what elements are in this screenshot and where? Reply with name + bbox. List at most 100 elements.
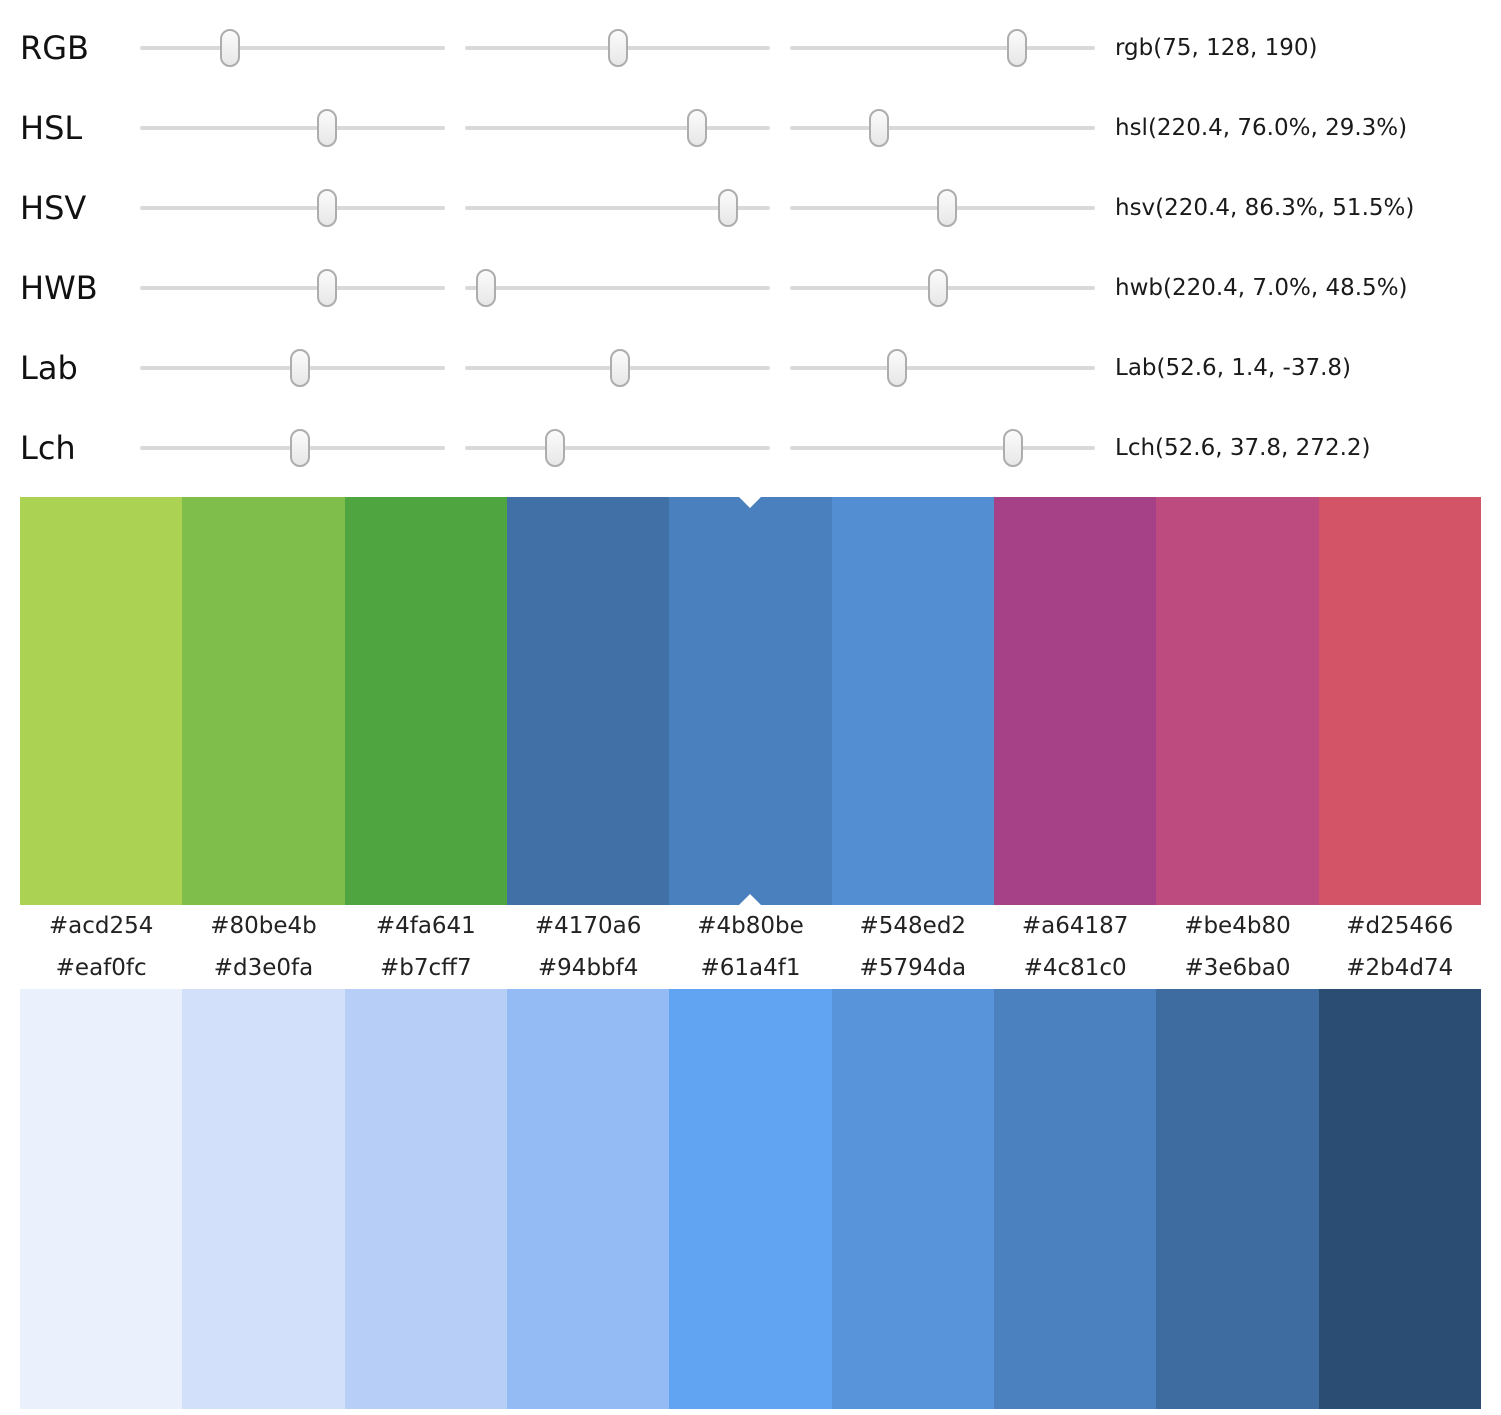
hue-palette-labels: #acd254 #80be4b #4fa641 #4170a6 #4b80be #548e…	[20, 905, 1481, 947]
slider-thumb[interactable]	[937, 189, 958, 227]
colorspace-label-hwb: HWB	[20, 269, 98, 307]
slider[interactable]	[790, 346, 1095, 390]
slider-row-hsv: HSV hsv(220.4, 86.3%, 51.5%)	[20, 168, 1481, 248]
swatch-hex-label: #a64187	[1021, 913, 1129, 939]
slider[interactable]	[465, 186, 770, 230]
swatch-hex-label: #4c81c0	[1023, 955, 1127, 981]
slider[interactable]	[140, 346, 445, 390]
slider-track[interactable]	[465, 286, 770, 290]
palette-swatch[interactable]	[1156, 989, 1319, 1409]
slider[interactable]	[140, 106, 445, 150]
slider-thumb[interactable]	[544, 429, 565, 467]
selected-swatch-marker-bottom	[739, 894, 762, 905]
slider-track[interactable]	[140, 286, 445, 290]
swatch-hex-label: #548ed2	[859, 913, 967, 939]
lightness-palette	[20, 989, 1481, 1409]
slider-track[interactable]	[465, 206, 770, 210]
color-value-lch: Lch(52.6, 37.8, 272.2)	[1115, 435, 1371, 461]
slider-thumb[interactable]	[1007, 29, 1028, 67]
slider-group-hsl	[140, 106, 1095, 150]
slider-thumb[interactable]	[1002, 429, 1023, 467]
slider-thumb[interactable]	[219, 29, 240, 67]
slider[interactable]	[790, 186, 1095, 230]
swatch-hex-label: #3e6ba0	[1184, 955, 1291, 981]
slider-thumb[interactable]	[316, 109, 337, 147]
swatch-hex-label: #acd254	[48, 913, 154, 939]
color-slider-panel: RGB rgb(75, 128, 190) HSL hsl(220.4, 76.…	[0, 0, 1501, 488]
hue-palette	[20, 497, 1481, 905]
colorspace-label-hsl: HSL	[20, 109, 83, 147]
swatch-hex-label: #d25466	[1346, 913, 1454, 939]
palette-swatch[interactable]	[344, 989, 507, 1409]
palette-swatch[interactable]	[344, 497, 507, 905]
slider-track[interactable]	[140, 126, 445, 130]
palette-swatch[interactable]	[993, 497, 1157, 905]
swatch-hex-label: #80be4b	[210, 913, 317, 939]
slider-track[interactable]	[140, 206, 445, 210]
swatch-hex-label: #d3e0fa	[213, 955, 314, 981]
swatch-hex-label: #4fa641	[375, 913, 476, 939]
slider-row-rgb: RGB rgb(75, 128, 190)	[20, 8, 1481, 88]
slider[interactable]	[790, 426, 1095, 470]
palette-swatch[interactable]	[182, 497, 345, 905]
slider-track[interactable]	[790, 366, 1095, 370]
slider-group-hsv	[140, 186, 1095, 230]
swatch-hex-label: #4170a6	[534, 913, 642, 939]
slider-thumb[interactable]	[718, 189, 739, 227]
slider[interactable]	[140, 266, 445, 310]
slider-thumb[interactable]	[609, 349, 630, 387]
slider[interactable]	[790, 26, 1095, 70]
palette-swatch[interactable]	[506, 497, 670, 905]
palette-swatch[interactable]	[993, 989, 1157, 1409]
lightness-palette-labels: #eaf0fc #d3e0fa #b7cff7 #94bbf4 #61a4f1 #5794…	[20, 947, 1481, 989]
palette-swatch[interactable]	[20, 989, 183, 1409]
slider-thumb[interactable]	[316, 269, 337, 307]
slider-track[interactable]	[465, 126, 770, 130]
slider-track[interactable]	[790, 46, 1095, 50]
color-value-hsv: hsv(220.4, 86.3%, 51.5%)	[1115, 195, 1415, 221]
slider-row-lab: Lab Lab(52.6, 1.4, -37.8)	[20, 328, 1481, 408]
palette-swatch[interactable]	[669, 497, 832, 905]
palette-swatch[interactable]	[831, 497, 994, 905]
palette-swatch[interactable]	[506, 989, 670, 1409]
palette-swatch[interactable]	[1156, 497, 1319, 905]
slider[interactable]	[790, 106, 1095, 150]
color-value-lab: Lab(52.6, 1.4, -37.8)	[1115, 355, 1351, 381]
slider[interactable]	[465, 426, 770, 470]
palette-swatch[interactable]	[1318, 497, 1481, 905]
slider-thumb[interactable]	[686, 109, 707, 147]
slider-track[interactable]	[790, 446, 1095, 450]
slider[interactable]	[465, 26, 770, 70]
slider-thumb[interactable]	[608, 29, 629, 67]
palette-swatch[interactable]	[669, 989, 832, 1409]
slider[interactable]	[140, 426, 445, 470]
slider-thumb[interactable]	[869, 109, 890, 147]
swatch-hex-label: #61a4f1	[700, 955, 801, 981]
slider-thumb[interactable]	[927, 269, 948, 307]
slider[interactable]	[140, 186, 445, 230]
slider-thumb[interactable]	[887, 349, 908, 387]
palette-swatch[interactable]	[20, 497, 183, 905]
palette-swatch[interactable]	[1318, 989, 1481, 1409]
slider-row-hsl: HSL hsl(220.4, 76.0%, 29.3%)	[20, 88, 1481, 168]
slider-track[interactable]	[790, 126, 1095, 130]
slider-thumb[interactable]	[290, 429, 311, 467]
slider[interactable]	[465, 106, 770, 150]
slider[interactable]	[465, 346, 770, 390]
swatch-hex-label: #94bbf4	[537, 955, 639, 981]
slider-track[interactable]	[465, 446, 770, 450]
slider-group-rgb	[140, 26, 1095, 70]
slider-thumb[interactable]	[316, 189, 337, 227]
palette-swatch[interactable]	[182, 989, 345, 1409]
slider[interactable]	[465, 266, 770, 310]
slider-track[interactable]	[140, 46, 445, 50]
slider[interactable]	[140, 26, 445, 70]
slider-thumb[interactable]	[476, 269, 497, 307]
slider-row-hwb: HWB hwb(220.4, 7.0%, 48.5%)	[20, 248, 1481, 328]
slider-thumb[interactable]	[290, 349, 311, 387]
selected-swatch-marker-top	[739, 497, 762, 508]
colorspace-label-rgb: RGB	[20, 29, 89, 67]
swatch-hex-label: #b7cff7	[380, 955, 472, 981]
slider[interactable]	[790, 266, 1095, 310]
palette-swatch[interactable]	[831, 989, 994, 1409]
